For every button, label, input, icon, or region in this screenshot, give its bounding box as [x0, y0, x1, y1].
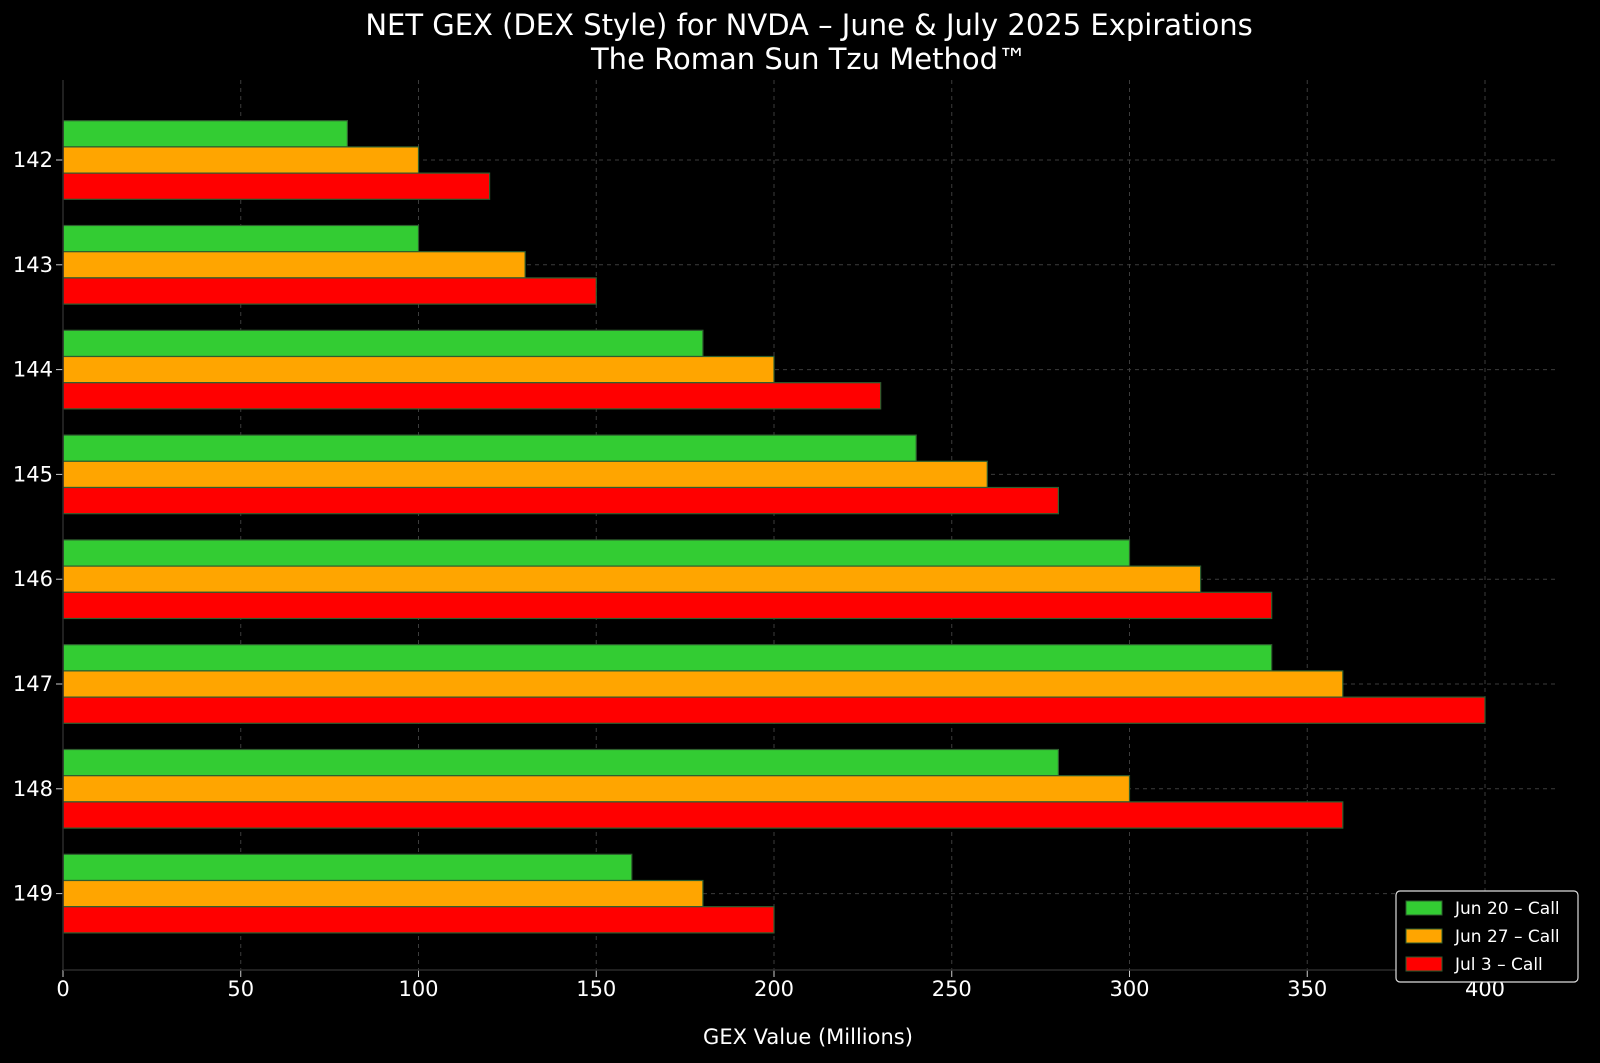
y-tick-label: 143 [13, 253, 53, 277]
legend-label-2: Jun 27 – Call [1454, 927, 1560, 947]
x-tick-label: 200 [754, 977, 794, 1001]
x-tick-label: 250 [932, 977, 972, 1001]
bar-143-series-1 [62, 224, 420, 253]
axes [56, 80, 1557, 977]
bar-146-series-3 [62, 591, 1273, 620]
bar-145-series-1 [62, 434, 917, 462]
legend-swatch-2 [1405, 928, 1443, 944]
legend: Jun 20 – Call Jun 27 – Call Jul 3 – Call [1395, 890, 1579, 983]
bar-143-series-2 [62, 251, 526, 279]
x-tick-label: 0 [56, 977, 69, 1001]
x-tick-label: 100 [398, 977, 438, 1001]
bar-145-series-3 [62, 486, 1060, 515]
bar-146-series-1 [62, 539, 1131, 567]
y-tick-label: 146 [13, 567, 53, 591]
y-tick-label: 147 [13, 672, 53, 696]
x-axis-label: GEX Value (Millions) [703, 1025, 913, 1049]
bars [62, 120, 1486, 934]
y-tick-label: 148 [13, 777, 53, 801]
bar-147-series-2 [62, 670, 1344, 698]
bar-144-series-2 [62, 355, 775, 384]
bar-143-series-3 [62, 277, 597, 305]
bar-147-series-3 [62, 696, 1486, 724]
x-tick-label: 150 [576, 977, 616, 1001]
bar-142-series-1 [62, 120, 348, 148]
bar-142-series-2 [62, 146, 420, 174]
bar-149-series-2 [62, 879, 704, 908]
y-tick-label: 145 [13, 462, 53, 486]
legend-swatch-3 [1405, 956, 1443, 972]
tick-labels: 0 50 100 150 200 250 300 350 4001421431441451461… [13, 148, 1505, 1001]
chart-subtitle: The Roman Sun Tzu Method™ [590, 42, 1027, 76]
x-tick-label: 300 [1109, 977, 1149, 1001]
bar-149-series-3 [62, 906, 775, 934]
y-tick-label: 142 [13, 148, 53, 172]
bar-148-series-3 [62, 801, 1344, 829]
chart-title: NET GEX (DEX Style) for NVDA – June & Ju… [365, 8, 1252, 42]
x-tick-label: 350 [1287, 977, 1327, 1001]
bar-146-series-2 [62, 565, 1202, 593]
bar-148-series-1 [62, 748, 1060, 777]
bar-145-series-2 [62, 460, 988, 489]
bar-147-series-1 [62, 644, 1273, 672]
bar-149-series-1 [62, 853, 633, 882]
y-tick-label: 144 [13, 358, 53, 382]
bar-148-series-2 [62, 775, 1131, 803]
bar-142-series-3 [62, 172, 491, 200]
legend-swatch-1 [1405, 900, 1443, 916]
bar-144-series-3 [62, 382, 882, 410]
x-tick-label: 50 [227, 977, 254, 1001]
legend-label-1: Jun 20 – Call [1454, 899, 1560, 919]
legend-label-3: Jul 3 – Call [1454, 955, 1543, 975]
bar-144-series-1 [62, 329, 704, 358]
y-tick-label: 149 [13, 882, 53, 906]
